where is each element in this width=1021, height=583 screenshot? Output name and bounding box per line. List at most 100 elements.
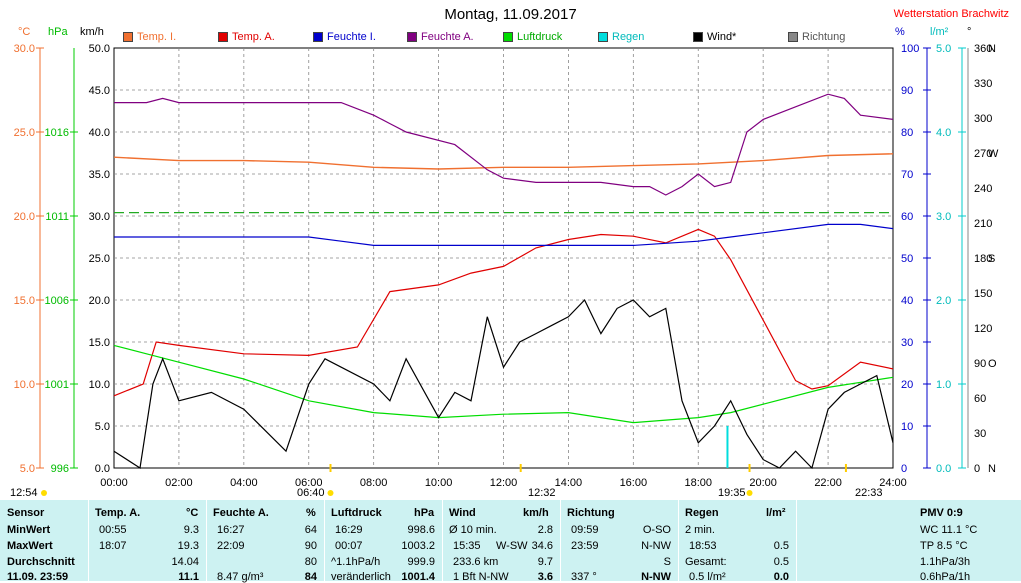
legend-label: Richtung [802,31,846,43]
wind-max-direction: W-SW [496,540,528,552]
richtung-current-value: N-NW [641,571,671,583]
temp-tick-label: 30.0 [14,43,35,55]
legend-label: Temp. I. [137,31,177,43]
wind-unit-label: km/h [80,26,104,38]
pmv-pressure-3h: 1.1hPa/3h [920,556,971,568]
humidity-tick-label: 50 [901,253,913,265]
wind-tick-label: 45.0 [89,85,110,97]
direction-tick-label: 360 [974,43,992,55]
luftdruck-max-time: 00:07 [335,540,363,552]
wind-tick-label: 10.0 [89,379,110,391]
direction-tick-label: N [988,43,996,55]
humidity-tick-label: 0 [901,463,907,475]
legend-label: Feuchte I. [327,31,376,43]
humidity-tick-label: 100 [901,43,919,55]
temp-tick-label: 25.0 [14,127,35,139]
regen-max-time: 18:53 [689,540,717,552]
direction-tick-label: 180 [974,253,992,265]
legend-item-feuchte-a: Feuchte A. [407,31,474,43]
regen-current-value: 0.0 [773,571,789,583]
legend-item-temp-i: Temp. I. [123,31,176,43]
pressure-unit-label: hPa [48,26,68,38]
direction-tick-label: 300 [974,113,992,125]
sun-icon [41,490,47,496]
regen-total-label: Gesamt: [685,556,727,568]
feuchte-a-max-value: 90 [304,540,317,552]
sunrise-label: 06:40 [297,487,325,499]
direction-unit-label: ° [967,26,972,38]
moon-right-label: 22:33 [855,487,883,499]
legend-label: Wind* [707,31,737,43]
legend-item-regen: Regen [598,31,644,43]
direction-tick-label: 90 [974,358,986,370]
pressure-tick-label: 1001 [45,379,69,391]
row-label-min: MinWert [7,524,51,536]
humidity-tick-label: 80 [901,127,913,139]
legend-item-temp-a: Temp. A. [218,31,275,43]
wind-header: Wind [449,507,476,519]
feuchte-a-unit: % [306,507,316,519]
sunset-label: 19:35 [718,487,746,499]
x-tick-label: 24:00 [879,477,907,489]
wind-current-value: 3.6 [537,571,553,583]
moon-mid-label: 12:32 [528,487,556,499]
luftdruck-unit: hPa [414,507,435,519]
direction-tick-label: 240 [974,183,992,195]
pressure-tick-label: 1016 [45,127,69,139]
direction-tick-label: 330 [974,78,992,90]
humidity-tick-label: 20 [901,379,913,391]
regen-header: Regen [685,507,719,519]
feuchte-a-header: Feuchte A. [213,507,269,519]
temp-a-avg-value: 14.04 [171,556,199,568]
temp-a-min-value: 9.3 [183,524,199,536]
x-tick-label: 18:00 [684,477,712,489]
legend-swatch [407,32,417,42]
sunset-icon [746,490,753,496]
legend-item-luftdruck: Luftdruck [503,31,562,43]
feuchte-a-abs-humidity: 8.47 g/m³ [217,571,264,583]
legend-swatch [313,32,323,42]
direction-tick-label: 210 [974,218,992,230]
temp-a-max-time: 18:07 [99,540,127,552]
regen-amount: 0.5 l/m² [689,571,726,583]
wind-tick-label: 5.0 [95,421,110,433]
legend-swatch [598,32,608,42]
direction-tick-label: 0 [974,463,980,475]
richtung-min-time: 09:59 [571,524,599,536]
wind-tick-label: 50.0 [89,43,110,55]
legend-swatch [123,32,133,42]
richtung-header: Richtung [567,507,615,519]
temp-a-header: Temp. A. [95,507,141,519]
luftdruck-header: Luftdruck [331,507,382,519]
direction-tick-label: 60 [974,393,986,405]
temp-a-min-time: 00:55 [99,524,127,536]
direction-tick-label: S [988,253,995,265]
x-tick-label: 08:00 [360,477,388,489]
legend-swatch [503,32,513,42]
temp-a-current-value: 11.1 [178,571,199,583]
feuchte-a-max-time: 22:09 [217,540,245,552]
humidity-tick-label: 10 [901,421,913,433]
pressure-tick-label: 1006 [45,295,69,307]
temp-tick-label: 5.0 [20,463,35,475]
feuchte-a-avg-value: 80 [304,556,317,568]
pmv-dewpoint: TP 8.5 °C [920,540,968,552]
weather-chart: 0.0 5.0 10.0 15.0 20.0 25.0 30.0 35.0 40.0 45.0 50… [14,43,999,496]
x-tick-label: 20:00 [749,477,777,489]
wind-tick-label: 30.0 [89,211,110,223]
rain-tick-label: 3.0 [936,211,951,223]
wind-tick-label: 15.0 [89,337,110,349]
humidity-tick-label: 90 [901,85,913,97]
pressure-tick-label: 1011 [45,211,69,223]
series-feuchte-a [114,93,894,196]
feuchte-a-min-value: 64 [304,524,317,536]
richtung-max-time: 23:59 [571,540,599,552]
row-label-current: 11.09. 23:59 [7,571,69,583]
humidity-tick-label: 60 [901,211,913,223]
rain-tick-label: 2.0 [936,295,951,307]
luftdruck-trend: ^1.1hPa/h [331,556,381,568]
x-tick-label: 22:00 [814,477,842,489]
humidity-tick-label: 30 [901,337,913,349]
luftdruck-max-value: 1003.2 [401,540,435,552]
richtung-avg-value: S [663,556,671,568]
